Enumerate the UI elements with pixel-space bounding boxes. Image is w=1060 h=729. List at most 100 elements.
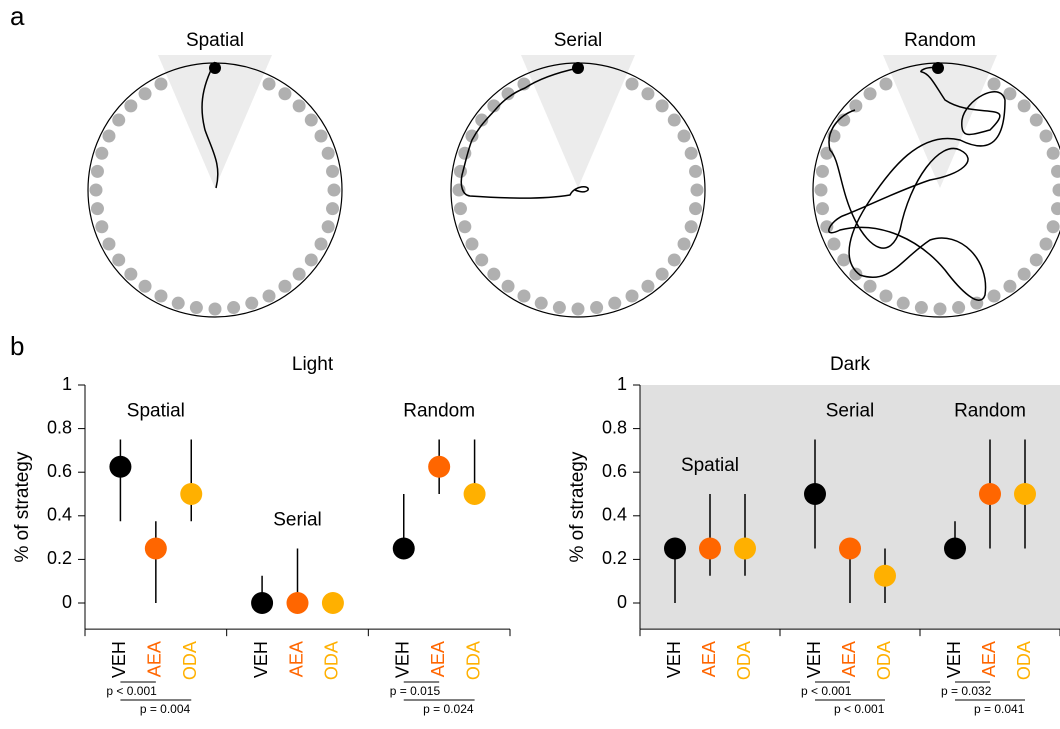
y-tick-label: 0.2 (47, 548, 72, 568)
maze-title: Random (904, 30, 976, 51)
dot (804, 483, 826, 505)
hole (988, 290, 1001, 303)
hole (322, 147, 335, 160)
hole (91, 202, 104, 215)
hole (1053, 184, 1060, 197)
hole (293, 268, 306, 281)
hole (315, 238, 328, 251)
start-dot (209, 62, 221, 74)
x-tick-label: ODA (322, 641, 342, 680)
dot (180, 483, 202, 505)
hole (326, 165, 339, 178)
x-tick-label: ODA (180, 641, 200, 680)
x-tick-label: ODA (734, 641, 754, 680)
p-value: p = 0.004 (140, 702, 191, 716)
hole (668, 253, 681, 266)
hole (691, 184, 704, 197)
hole (864, 87, 877, 100)
y-tick-label: 0 (617, 592, 627, 612)
hole (326, 202, 339, 215)
x-tick-label: AEA (979, 641, 999, 677)
y-tick-label: 0.6 (602, 461, 627, 481)
y-tick-label: 0 (62, 592, 72, 612)
hole (154, 77, 167, 90)
x-tick-label: ODA (463, 641, 483, 680)
x-tick-label: VEH (804, 641, 824, 678)
y-tick-label: 0.8 (47, 417, 72, 437)
hole (1018, 99, 1031, 112)
hole (1018, 268, 1031, 281)
hole (1030, 253, 1043, 266)
y-tick-label: 0.2 (602, 548, 627, 568)
cue-wedge (521, 55, 635, 188)
x-tick-label: AEA (699, 641, 719, 677)
hole (139, 280, 152, 293)
x-tick-label: ODA (874, 641, 894, 680)
hole (685, 220, 698, 233)
hole (915, 301, 928, 314)
hole (154, 290, 167, 303)
hole (849, 99, 862, 112)
dot (979, 483, 1001, 505)
hole (190, 301, 203, 314)
dot (251, 592, 273, 614)
hole (689, 165, 702, 178)
p-value: p < 0.001 (801, 684, 852, 698)
hole (849, 268, 862, 281)
group-label: Spatial (127, 401, 185, 422)
y-tick-label: 0.6 (47, 461, 72, 481)
dot (109, 456, 131, 478)
hole (263, 290, 276, 303)
chart-title: Dark (830, 354, 871, 375)
dot (428, 456, 450, 478)
hole (553, 301, 566, 314)
hole (685, 147, 698, 160)
x-tick-label: AEA (286, 641, 306, 677)
hole (626, 77, 639, 90)
group-label: Spatial (681, 455, 739, 476)
hole (102, 238, 115, 251)
figure: a b SpatialSerialRandomLight% of strateg… (0, 0, 1060, 729)
hole (815, 184, 828, 197)
dot (287, 592, 309, 614)
hole (454, 202, 467, 215)
hole (278, 87, 291, 100)
dot (699, 538, 721, 560)
dot (393, 538, 415, 560)
group-label: Serial (826, 401, 875, 422)
hole (139, 87, 152, 100)
hole (315, 129, 328, 142)
x-tick-label: VEH (664, 641, 684, 678)
dot (874, 565, 896, 587)
hole (453, 184, 466, 197)
hole (465, 238, 478, 251)
y-axis-label: % of strategy (567, 451, 588, 562)
dot (1014, 483, 1036, 505)
hole (278, 280, 291, 293)
hole (608, 297, 621, 310)
hole (816, 202, 829, 215)
hole (263, 77, 276, 90)
panel-label: b (10, 331, 24, 361)
p-value: p = 0.024 (423, 702, 474, 716)
hole (305, 114, 318, 127)
x-tick-label: AEA (839, 641, 859, 677)
hole (656, 99, 669, 112)
hole (475, 253, 488, 266)
group-label: Serial (273, 510, 322, 531)
hole (1040, 129, 1053, 142)
hole (656, 268, 669, 281)
hole (487, 268, 500, 281)
p-value: p < 0.001 (834, 702, 885, 716)
hole (864, 280, 877, 293)
hole (837, 253, 850, 266)
hole (95, 147, 108, 160)
hole (458, 220, 471, 233)
dot (664, 538, 686, 560)
x-tick-label: VEH (251, 641, 271, 678)
x-tick-label: ODA (1014, 641, 1034, 680)
hole (172, 297, 185, 310)
chart-title: Light (292, 354, 334, 375)
hole (112, 114, 125, 127)
hole (112, 253, 125, 266)
